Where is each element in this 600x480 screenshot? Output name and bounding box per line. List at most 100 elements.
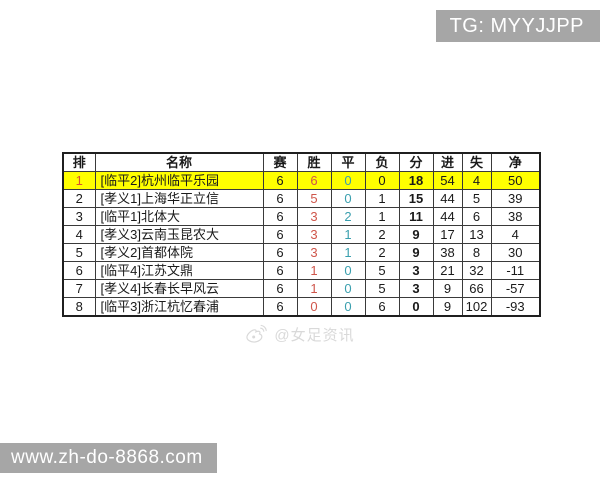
losses-cell: 2 [364, 243, 400, 262]
played-cell: 6 [262, 261, 298, 280]
played-cell: 6 [262, 171, 298, 190]
played-cell: 6 [262, 279, 298, 298]
team-name-cell: [孝义3]云南玉昆农大 [94, 225, 264, 244]
col-header-wins: 胜 [296, 152, 332, 172]
points-cell: 9 [398, 225, 434, 244]
played-cell: 6 [262, 189, 298, 208]
rank-cell: 5 [62, 243, 96, 262]
goals-for-cell: 44 [432, 189, 463, 208]
team-name-cell: [临平3]浙江杭忆春浦 [94, 297, 264, 317]
draws-cell: 0 [330, 279, 366, 298]
col-header-points: 分 [398, 152, 434, 172]
draws-cell: 0 [330, 171, 366, 190]
team-name-cell: [临平2]杭州临平乐园 [94, 171, 264, 190]
goals-for-cell: 9 [432, 279, 463, 298]
rank-cell: 8 [62, 297, 96, 317]
goal-diff-cell: 30 [490, 243, 541, 262]
table-row: 6 [临平4]江苏文鼎 6 1 0 5 3 21 32 -11 [62, 261, 541, 280]
draws-cell: 1 [330, 225, 366, 244]
header-row: 排 名称 赛 胜 平 负 分 进 失 净 [62, 152, 541, 172]
wins-cell: 6 [296, 171, 332, 190]
points-cell: 9 [398, 243, 434, 262]
points-cell: 18 [398, 171, 434, 190]
col-header-goal-diff: 净 [490, 152, 541, 172]
table-row: 3 [临平1]北体大 6 3 2 1 11 44 6 38 [62, 207, 541, 226]
wins-cell: 1 [296, 279, 332, 298]
goals-for-cell: 54 [432, 171, 463, 190]
wins-cell: 3 [296, 207, 332, 226]
team-name-cell: [孝义4]长春长早风云 [94, 279, 264, 298]
table-row: 2 [孝义1]上海华正立信 6 5 0 1 15 44 5 39 [62, 189, 541, 208]
goal-diff-cell: 50 [490, 171, 541, 190]
points-cell: 3 [398, 261, 434, 280]
goals-against-cell: 32 [461, 261, 492, 280]
goals-for-cell: 21 [432, 261, 463, 280]
goals-for-cell: 9 [432, 297, 463, 317]
draws-cell: 2 [330, 207, 366, 226]
col-header-rank: 排 [62, 152, 96, 172]
goals-against-cell: 66 [461, 279, 492, 298]
goals-against-cell: 6 [461, 207, 492, 226]
goals-for-cell: 44 [432, 207, 463, 226]
goals-for-cell: 38 [432, 243, 463, 262]
col-header-played: 赛 [262, 152, 298, 172]
wins-cell: 3 [296, 243, 332, 262]
goal-diff-cell: -57 [490, 279, 541, 298]
goal-diff-cell: 38 [490, 207, 541, 226]
col-header-goals-for: 进 [432, 152, 463, 172]
losses-cell: 0 [364, 171, 400, 190]
wins-cell: 5 [296, 189, 332, 208]
team-name-cell: [临平1]北体大 [94, 207, 264, 226]
rank-cell: 1 [62, 171, 96, 190]
goals-against-cell: 4 [461, 171, 492, 190]
played-cell: 6 [262, 297, 298, 317]
team-name-cell: [孝义2]首都体院 [94, 243, 264, 262]
table-row: 7 [孝义4]长春长早风云 6 1 0 5 3 9 66 -57 [62, 279, 541, 298]
rank-cell: 3 [62, 207, 96, 226]
wins-cell: 0 [296, 297, 332, 317]
played-cell: 6 [262, 243, 298, 262]
losses-cell: 5 [364, 261, 400, 280]
losses-cell: 1 [364, 207, 400, 226]
points-cell: 3 [398, 279, 434, 298]
played-cell: 6 [262, 225, 298, 244]
goals-against-cell: 5 [461, 189, 492, 208]
table-row: 4 [孝义3]云南玉昆农大 6 3 1 2 9 17 13 4 [62, 225, 541, 244]
goal-diff-cell: -93 [490, 297, 541, 317]
rank-cell: 7 [62, 279, 96, 298]
losses-cell: 6 [364, 297, 400, 317]
rank-cell: 2 [62, 189, 96, 208]
standings-body: 1 [临平2]杭州临平乐园 6 6 0 0 18 54 4 50 2 [孝义1]… [62, 171, 541, 317]
wins-cell: 3 [296, 225, 332, 244]
wins-cell: 1 [296, 261, 332, 280]
standings-table: 排 名称 赛 胜 平 负 分 进 失 净 1 [临平2]杭州临平乐园 6 6 0… [62, 152, 541, 317]
losses-cell: 5 [364, 279, 400, 298]
goals-against-cell: 13 [461, 225, 492, 244]
table-row: 5 [孝义2]首都体院 6 3 1 2 9 38 8 30 [62, 243, 541, 262]
telegram-handle-badge: TG: MYYJJPP [435, 10, 600, 42]
rank-cell: 4 [62, 225, 96, 244]
points-cell: 15 [398, 189, 434, 208]
losses-cell: 2 [364, 225, 400, 244]
team-name-cell: [孝义1]上海华正立信 [94, 189, 264, 208]
col-header-losses: 负 [364, 152, 400, 172]
table-row: 1 [临平2]杭州临平乐园 6 6 0 0 18 54 4 50 [62, 171, 541, 190]
weibo-icon [245, 324, 268, 344]
website-badge: www.zh-do-8868.com [0, 443, 217, 473]
draws-cell: 0 [330, 261, 366, 280]
played-cell: 6 [262, 207, 298, 226]
draws-cell: 0 [330, 297, 366, 317]
weibo-watermark: @女足资讯 [0, 321, 600, 347]
watermark-text: @女足资讯 [274, 326, 355, 344]
col-header-draws: 平 [330, 152, 366, 172]
goals-against-cell: 102 [461, 297, 492, 317]
col-header-goals-against: 失 [461, 152, 492, 172]
losses-cell: 1 [364, 189, 400, 208]
team-name-cell: [临平4]江苏文鼎 [94, 261, 264, 280]
rank-cell: 6 [62, 261, 96, 280]
draws-cell: 1 [330, 243, 366, 262]
goal-diff-cell: 39 [490, 189, 541, 208]
goal-diff-cell: -11 [490, 261, 541, 280]
col-header-name: 名称 [94, 152, 264, 172]
